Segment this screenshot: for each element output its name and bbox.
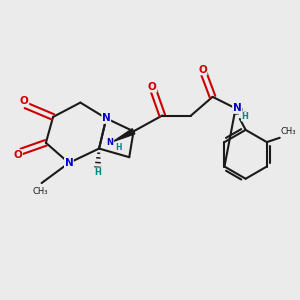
Text: H: H — [241, 112, 248, 121]
Text: H: H — [116, 142, 122, 152]
Text: CH₃: CH₃ — [280, 127, 296, 136]
Text: O: O — [148, 82, 157, 92]
Polygon shape — [113, 129, 135, 141]
Text: N: N — [64, 158, 73, 168]
Text: O: O — [14, 150, 22, 160]
Text: H: H — [94, 168, 101, 177]
Text: N: N — [102, 113, 111, 123]
Text: N: N — [232, 103, 242, 113]
Text: CH₃: CH₃ — [32, 187, 48, 196]
Text: N: N — [106, 138, 113, 147]
Text: O: O — [198, 65, 207, 75]
Text: O: O — [20, 96, 29, 106]
Text: CH₃: CH₃ — [232, 108, 247, 117]
